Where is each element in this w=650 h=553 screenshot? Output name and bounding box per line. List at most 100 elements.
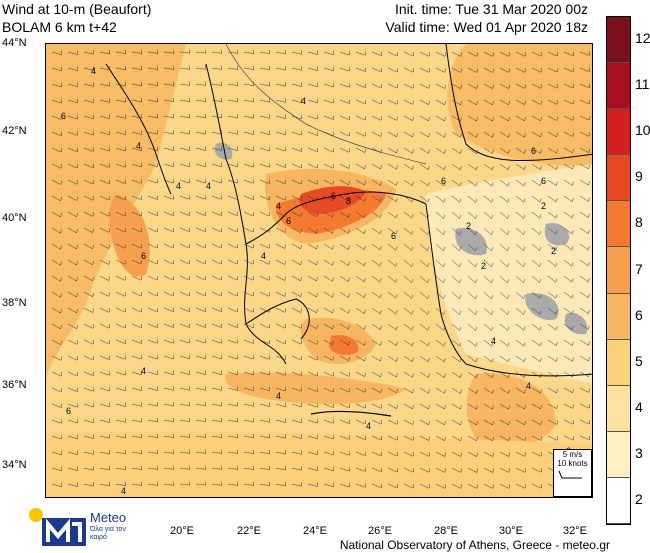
wind-barb (243, 179, 254, 184)
wind-barb-feather (443, 294, 446, 299)
wind-barb-feather (109, 450, 111, 455)
wind-barb-feather (157, 402, 159, 407)
wind-barb (339, 195, 349, 202)
wind-barb (99, 227, 110, 233)
wind-barb-feather (475, 214, 478, 219)
wind-barb-feather (284, 212, 286, 217)
wind-barb (131, 227, 142, 233)
wind-barb (323, 483, 334, 488)
wind-barb (371, 371, 381, 378)
wind-barb-feather (540, 84, 542, 89)
wind-barb-feather (204, 97, 207, 102)
wind-barb (195, 323, 206, 328)
wind-barb (499, 371, 509, 378)
wind-barb (291, 83, 302, 87)
wind-barb (531, 435, 542, 441)
wind-barb (227, 163, 238, 168)
wind-barb (483, 291, 492, 299)
wind-barb-feather (476, 84, 478, 89)
wind-barb (515, 355, 525, 363)
wind-barb (259, 131, 270, 135)
wind-barb (67, 163, 78, 169)
wind-barb-feather (475, 358, 478, 363)
wind-barb (531, 227, 540, 235)
wind-barb (387, 83, 398, 89)
wind-barb (227, 243, 238, 249)
wind-barb (371, 115, 382, 121)
wind-barb (83, 275, 93, 282)
wind-barb (371, 243, 381, 251)
wind-barb (163, 99, 174, 102)
wind-barb-feather (508, 117, 510, 122)
wind-barb (83, 131, 94, 136)
wind-barb-feather (540, 149, 542, 154)
wind-barb-feather (428, 405, 430, 410)
wind-barb (83, 83, 94, 87)
wind-barb (83, 67, 94, 71)
wind-barb (515, 99, 525, 105)
wind-barb (211, 131, 222, 135)
wind-barb-feather (253, 97, 255, 103)
wind-barb-feather (76, 212, 78, 217)
wind-barb-feather (460, 484, 462, 489)
wind-barb (83, 163, 94, 169)
wind-barb-feather (556, 436, 558, 441)
wind-barb (163, 147, 174, 151)
colorbar-label: 5 (635, 352, 643, 369)
wind-barb (451, 435, 461, 442)
wind-barb-feather (348, 261, 350, 266)
wind-barb (163, 419, 174, 423)
wind-barb-feather (332, 340, 334, 345)
wind-barb (131, 355, 142, 360)
wind-barb (419, 387, 429, 394)
wind-barb (67, 419, 78, 424)
wind-barb (371, 275, 381, 283)
wind-barb (371, 419, 382, 425)
wind-barb (179, 115, 190, 119)
wind-barb (131, 67, 142, 70)
wind-barb-feather (507, 214, 510, 219)
wind-barb-feather (555, 326, 558, 331)
wind-barb (579, 403, 590, 409)
wind-barb-feather (395, 262, 398, 267)
lon-label-26: 26°E (368, 525, 392, 537)
wind-barb (403, 131, 413, 138)
wind-barb (467, 307, 476, 315)
wind-barb (531, 451, 542, 457)
wind-barb (515, 67, 526, 73)
wind-barb (291, 403, 302, 408)
wind-barb-feather (140, 81, 143, 86)
wind-barb-feather (540, 100, 542, 105)
wind-barb-feather (285, 66, 287, 71)
wind-barb (307, 371, 318, 377)
wind-barb (163, 355, 174, 360)
wind-barb-feather (492, 484, 494, 489)
wind-barb (563, 131, 574, 137)
wind-barb (467, 387, 477, 394)
wind-barb-feather (92, 244, 94, 249)
wind-barb-feather (492, 52, 494, 57)
wind-barb (131, 99, 142, 103)
wind-barb (403, 179, 413, 187)
wind-barb (483, 227, 492, 235)
wind-barb (227, 131, 238, 135)
contour-label: 4 (141, 366, 146, 376)
wind-barb (67, 323, 77, 329)
wind-barb (435, 371, 445, 378)
lat-label-44: 44°N (2, 37, 27, 49)
wind-barb (563, 355, 573, 362)
wind-barb (451, 419, 461, 426)
wind-barb (515, 307, 524, 315)
wind-barb (131, 275, 142, 281)
wind-barb (451, 99, 461, 106)
wind-barb-feather (92, 308, 94, 313)
wind-barb (195, 67, 206, 70)
wind-barb (323, 179, 334, 185)
wind-barb (307, 403, 318, 408)
wind-barb-feather (60, 261, 62, 266)
wind-barb (355, 291, 365, 299)
wind-barb (99, 291, 110, 297)
wind-barb (419, 435, 430, 441)
wind-barb (355, 211, 365, 218)
wind-barb (515, 323, 524, 331)
